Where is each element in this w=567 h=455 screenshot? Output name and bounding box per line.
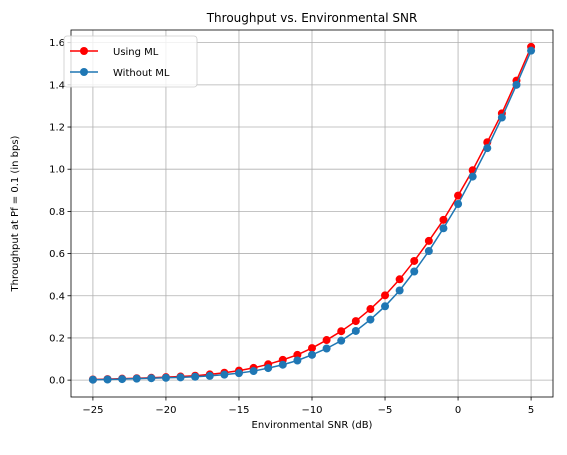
data-point-using-ml: [410, 256, 419, 265]
data-point-without-ml: [337, 336, 346, 345]
y-tick-label: 0.6: [49, 249, 65, 260]
data-point-using-ml: [395, 275, 404, 284]
data-point-using-ml: [337, 327, 346, 336]
y-tick-label: 1.4: [49, 80, 65, 91]
data-point-without-ml: [220, 370, 229, 379]
data-point-using-ml: [293, 350, 302, 359]
legend-marker-using-ml: [80, 47, 88, 55]
legend-label-using-ml: Using ML: [113, 47, 159, 58]
data-point-without-ml: [366, 315, 375, 324]
data-point-without-ml: [234, 369, 243, 378]
y-tick-label: 0.4: [49, 291, 65, 302]
data-point-without-ml: [191, 372, 200, 381]
y-tick-label: 1.0: [49, 165, 65, 176]
legend-label-without-ml: Without ML: [113, 68, 170, 79]
y-tick-label: 0.2: [49, 333, 65, 344]
data-point-without-ml: [249, 367, 258, 376]
data-point-without-ml: [88, 375, 97, 384]
axis-ticks: −25 −20 −15 −10 −5 0 5 0.0 0.2 0.4 0.6 0.8 1.0 1.2 1.4…: [49, 38, 534, 416]
data-point-using-ml: [308, 344, 316, 353]
x-tick-label: 5: [528, 405, 534, 416]
data-point-without-ml: [468, 172, 477, 181]
y-tick-label: 0.0: [49, 376, 65, 387]
data-point-without-ml: [103, 375, 112, 384]
y-tick-label: 1.2: [49, 123, 65, 134]
legend-box: [63, 35, 198, 88]
data-point-without-ml: [512, 80, 521, 89]
data-point-without-ml: [410, 267, 419, 276]
data-point-without-ml: [483, 144, 492, 153]
data-point-without-ml: [147, 374, 156, 383]
data-point-without-ml: [424, 247, 433, 256]
legend: Using ML Without ML: [63, 35, 198, 88]
y-tick-label: 0.8: [49, 207, 65, 218]
chart-title: Throughput vs. Environmental SNR: [206, 11, 418, 25]
data-point-without-ml: [293, 356, 302, 365]
x-tick-label: −5: [378, 405, 393, 416]
data-point-without-ml: [132, 374, 141, 383]
x-tick-label: −10: [301, 405, 322, 416]
data-point-without-ml: [381, 302, 390, 311]
data-point-without-ml: [176, 373, 185, 382]
data-point-without-ml: [454, 200, 463, 209]
data-point-using-ml: [366, 305, 375, 314]
x-tick-label: −25: [82, 405, 103, 416]
data-point-without-ml: [278, 360, 287, 369]
legend-marker-without-ml: [80, 68, 88, 76]
data-point-without-ml: [351, 326, 360, 335]
data-point-using-ml: [454, 191, 463, 200]
data-point-without-ml: [264, 364, 273, 373]
data-point-using-ml: [381, 291, 390, 300]
data-point-using-ml: [351, 317, 360, 326]
data-point-using-ml: [322, 336, 331, 345]
data-point-without-ml: [395, 286, 404, 295]
y-tick-label: 1.6: [49, 38, 65, 49]
series-layer: [88, 42, 536, 384]
data-point-without-ml: [527, 46, 536, 55]
x-tick-label: 0: [455, 405, 461, 416]
data-point-without-ml: [308, 350, 316, 359]
data-point-without-ml: [205, 371, 214, 380]
y-axis-label: Throughput at Pf = 0.1 (in bps): [10, 135, 21, 292]
x-tick-label: −15: [228, 405, 249, 416]
data-point-using-ml: [424, 236, 433, 245]
data-point-without-ml: [161, 373, 170, 382]
data-point-without-ml: [439, 224, 448, 233]
data-point-without-ml: [118, 375, 127, 384]
data-point-without-ml: [322, 344, 331, 353]
data-point-using-ml: [439, 215, 448, 224]
x-axis-label: Environmental SNR (dB): [252, 420, 373, 431]
data-point-without-ml: [497, 113, 506, 122]
x-tick-label: −20: [155, 405, 176, 416]
